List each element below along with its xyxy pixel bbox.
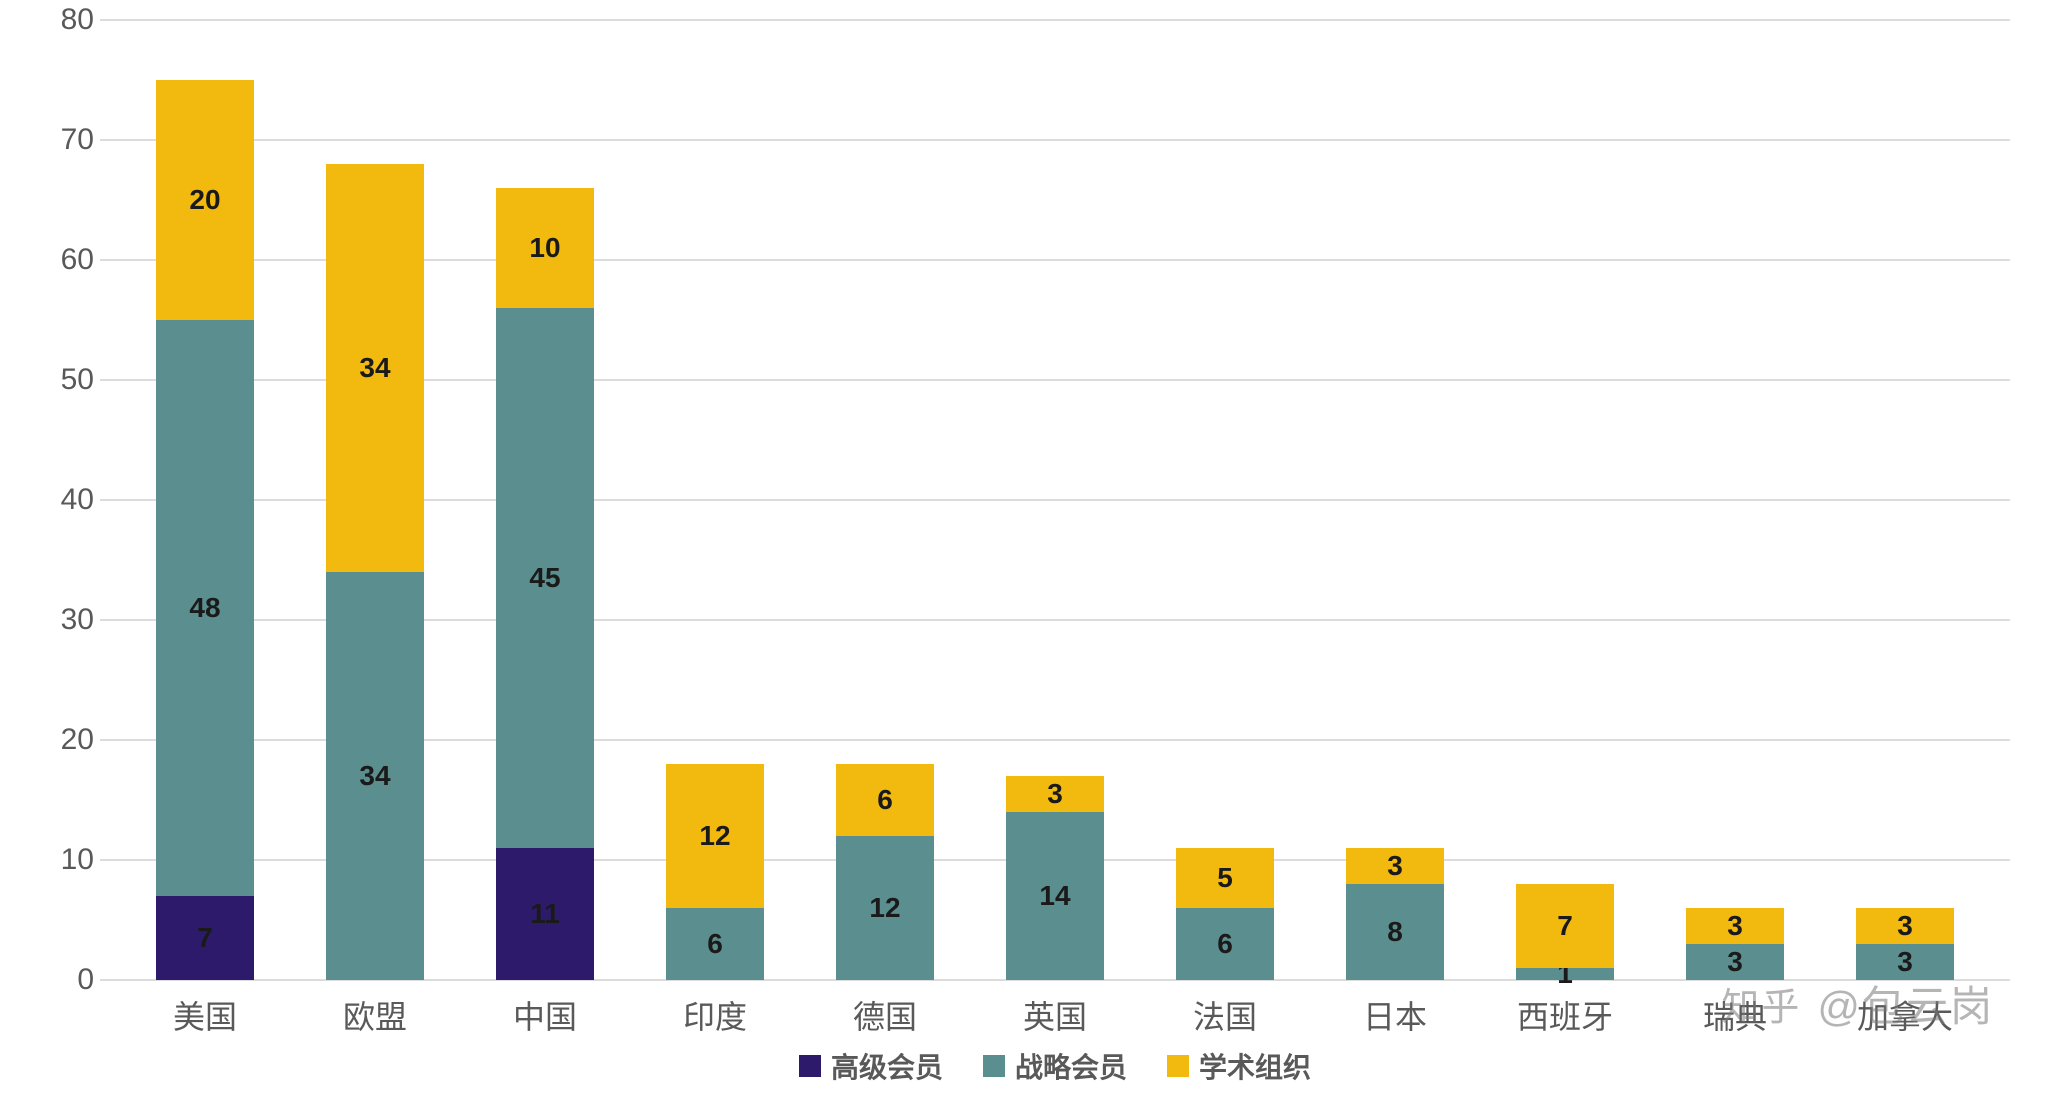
watermark-handle: @包云岗 (1817, 973, 1994, 1034)
x-tick-label: 德国 (800, 992, 970, 1038)
bar-segment-premium: 7 (156, 896, 254, 980)
bar-value-label: 10 (529, 232, 560, 264)
legend-label: 战略会员 (1015, 1046, 1127, 1086)
bar-value-label: 12 (699, 820, 730, 852)
x-tick-label: 中国 (460, 992, 630, 1038)
bar-value-label: 8 (1387, 916, 1403, 948)
x-tick-label: 欧盟 (290, 992, 460, 1038)
x-tick-label: 印度 (630, 992, 800, 1038)
bar-segment-strategic: 45 (496, 308, 594, 848)
bar-value-label: 34 (359, 352, 390, 384)
bar-segment-academic: 10 (496, 188, 594, 308)
bar-segment-strategic: 14 (1006, 812, 1104, 980)
watermark: 知乎 @包云岗 (1721, 973, 1994, 1034)
bar-value-label: 45 (529, 562, 560, 594)
bar: 14 3 (1006, 776, 1104, 980)
chart-container: 7482034341145106121261436583173333 美国欧盟中… (30, 20, 2024, 1080)
bar-value-label: 3 (1897, 910, 1913, 942)
bar-value-label: 48 (189, 592, 220, 624)
plot-area: 7482034341145106121261436583173333 美国欧盟中… (100, 20, 2010, 980)
bar-segment-strategic: 6 (1176, 908, 1274, 980)
bar: 65 (1176, 848, 1274, 980)
bar-slot: 65 (1140, 20, 1310, 980)
bar-value-label: 6 (877, 784, 893, 816)
y-tick-label: 40 (34, 483, 94, 517)
bar-slot: 33 (1820, 20, 1990, 980)
bar: 33 (1686, 908, 1784, 980)
bar: 7 48 20 (156, 80, 254, 980)
bar-slot: 12 6 (800, 20, 970, 980)
bar: 34 34 (326, 164, 424, 980)
bar-value-label: 20 (189, 184, 220, 216)
bar-segment-academic: 20 (156, 80, 254, 320)
bar-segment-strategic: 8 (1346, 884, 1444, 980)
bar-slot: 14 3 (970, 20, 1140, 980)
y-tick-label: 60 (34, 243, 94, 277)
bar-segment-academic: 6 (836, 764, 934, 836)
bar-segment-strategic: 1 (1516, 968, 1614, 980)
bar-segment-academic: 7 (1516, 884, 1614, 968)
watermark-brand: 知乎 (1721, 976, 1801, 1031)
y-tick-label: 30 (34, 603, 94, 637)
y-tick-label: 50 (34, 363, 94, 397)
bar-segment-strategic: 34 (326, 572, 424, 980)
legend-item: 高级会员 (799, 1046, 943, 1086)
bar-segment-academic: 3 (1856, 908, 1954, 944)
bar-segment-academic: 34 (326, 164, 424, 572)
bar-value-label: 34 (359, 760, 390, 792)
legend-label: 高级会员 (831, 1046, 943, 1086)
bar-segment-academic: 3 (1686, 908, 1784, 944)
bar-segment-academic: 3 (1346, 848, 1444, 884)
bar: 6 12 (666, 764, 764, 980)
legend: 高级会员 战略会员 学术组织 (100, 1046, 2010, 1086)
bar-segment-academic: 5 (1176, 848, 1274, 908)
y-tick-label: 80 (34, 3, 94, 37)
y-tick-label: 10 (34, 843, 94, 877)
x-tick-label: 英国 (970, 992, 1140, 1038)
y-tick-label: 0 (34, 963, 94, 997)
legend-swatch (1167, 1055, 1189, 1077)
bar-value-label: 3 (1387, 850, 1403, 882)
x-tick-label: 美国 (120, 992, 290, 1038)
bar-value-label: 6 (707, 928, 723, 960)
bar-slot: 34 34 (290, 20, 460, 980)
bar: 12 6 (836, 764, 934, 980)
bar-slot: 83 (1310, 20, 1480, 980)
bar-segment-strategic: 48 (156, 320, 254, 896)
x-tick-label: 法国 (1140, 992, 1310, 1038)
bar-segment-strategic: 6 (666, 908, 764, 980)
bar-slot: 7 48 20 (120, 20, 290, 980)
bar-value-label: 7 (1557, 910, 1573, 942)
bar: 17 (1516, 884, 1614, 980)
legend-item: 战略会员 (983, 1046, 1127, 1086)
legend-swatch (799, 1055, 821, 1077)
bar-value-label: 3 (1047, 778, 1063, 810)
bar-segment-premium: 11 (496, 848, 594, 980)
bar-value-label: 14 (1039, 880, 1070, 912)
bar: 11 45 10 (496, 188, 594, 980)
bar: 83 (1346, 848, 1444, 980)
bar-value-label: 7 (197, 922, 213, 954)
bar-value-label: 11 (530, 898, 560, 930)
bar-slot: 33 (1650, 20, 1820, 980)
x-tick-label: 日本 (1310, 992, 1480, 1038)
y-tick-label: 70 (34, 123, 94, 157)
bar-segment-academic: 3 (1006, 776, 1104, 812)
bar-value-label: 3 (1727, 910, 1743, 942)
bar-segment-academic: 12 (666, 764, 764, 908)
legend-swatch (983, 1055, 1005, 1077)
x-tick-label: 西班牙 (1480, 992, 1650, 1038)
bar-slot: 11 45 10 (460, 20, 630, 980)
bar-slot: 6 12 (630, 20, 800, 980)
bar-value-label: 12 (869, 892, 900, 924)
bar-value-label: 6 (1217, 928, 1233, 960)
bar: 33 (1856, 908, 1954, 980)
legend-label: 学术组织 (1199, 1046, 1311, 1086)
y-tick-label: 20 (34, 723, 94, 757)
bar-segment-strategic: 12 (836, 836, 934, 980)
bars-row: 7482034341145106121261436583173333 (100, 20, 2010, 980)
bar-value-label: 5 (1217, 862, 1233, 894)
legend-item: 学术组织 (1167, 1046, 1311, 1086)
bar-slot: 17 (1480, 20, 1650, 980)
